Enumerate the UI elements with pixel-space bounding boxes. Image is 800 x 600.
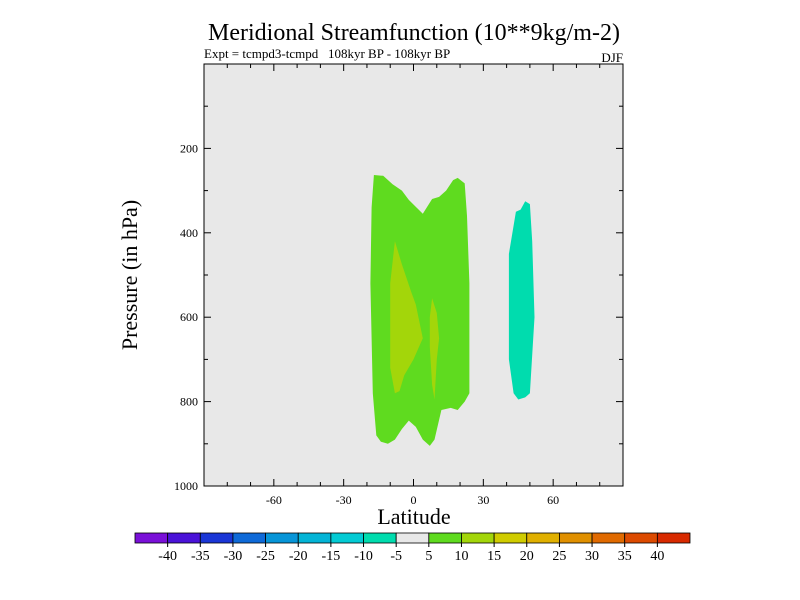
- colorbar-swatch: [657, 533, 690, 543]
- x-tick-label: 30: [477, 493, 489, 507]
- colorbar-swatch: [331, 533, 364, 543]
- colorbar-swatch: [233, 533, 266, 543]
- y-tick-label: 600: [180, 310, 198, 324]
- y-tick-label: 1000: [174, 479, 198, 493]
- colorbar-label: -10: [354, 549, 373, 564]
- colorbar-swatch: [135, 533, 168, 543]
- colorbar-swatch: [592, 533, 625, 543]
- streamfunction-chart: Meridional Streamfunction (10**9kg/m-2) …: [0, 0, 800, 600]
- colorbar-swatch: [461, 533, 494, 543]
- chart-title: Meridional Streamfunction (10**9kg/m-2): [208, 20, 620, 46]
- x-tick-label: -60: [266, 493, 282, 507]
- x-tick-label: -30: [336, 493, 352, 507]
- x-axis-label: Latitude: [377, 504, 450, 529]
- contour-region-negative-5-10: [509, 201, 535, 399]
- y-tick-label: 400: [180, 226, 198, 240]
- colorbar-swatch: [266, 533, 299, 543]
- colorbar-swatch: [625, 533, 658, 543]
- season-label: DJF: [601, 50, 623, 65]
- colorbar-label: 20: [520, 549, 534, 564]
- colorbar: -40 -35 -30 -25 -20 -15 -10 -5 5 10 15 20 25 30 35 40: [135, 533, 690, 564]
- colorbar-swatch: [494, 533, 527, 543]
- colorbar-label: -15: [322, 549, 341, 564]
- y-tick-label: 200: [180, 141, 198, 155]
- contour-region-positive-5-10: [370, 175, 469, 446]
- colorbar-swatch: [200, 533, 233, 543]
- colorbar-swatch: [168, 533, 201, 543]
- colorbar-label: 10: [454, 549, 468, 564]
- colorbar-label: 40: [650, 549, 664, 564]
- colorbar-swatch: [396, 533, 429, 543]
- colorbar-label: -30: [224, 549, 243, 564]
- colorbar-label: -25: [256, 549, 275, 564]
- colorbar-label: -40: [158, 549, 177, 564]
- colorbar-label: 5: [425, 549, 432, 564]
- colorbar-swatch: [527, 533, 560, 543]
- chart-subtitle: Expt = tcmpd3-tcmpd 108kyr BP - 108kyr B…: [204, 46, 450, 61]
- colorbar-swatch: [364, 533, 397, 543]
- y-axis-label: Pressure (in hPa): [117, 200, 142, 350]
- colorbar-label: -20: [289, 549, 308, 564]
- colorbar-swatch: [429, 533, 462, 543]
- colorbar-label: 25: [552, 549, 566, 564]
- colorbar-label: 35: [618, 549, 632, 564]
- colorbar-label: -5: [390, 549, 402, 564]
- y-tick-label: 800: [180, 395, 198, 409]
- colorbar-label: 15: [487, 549, 501, 564]
- x-tick-label: 60: [547, 493, 559, 507]
- colorbar-swatch: [298, 533, 331, 543]
- colorbar-label: 30: [585, 549, 599, 564]
- colorbar-swatch: [559, 533, 592, 543]
- colorbar-label: -35: [191, 549, 210, 564]
